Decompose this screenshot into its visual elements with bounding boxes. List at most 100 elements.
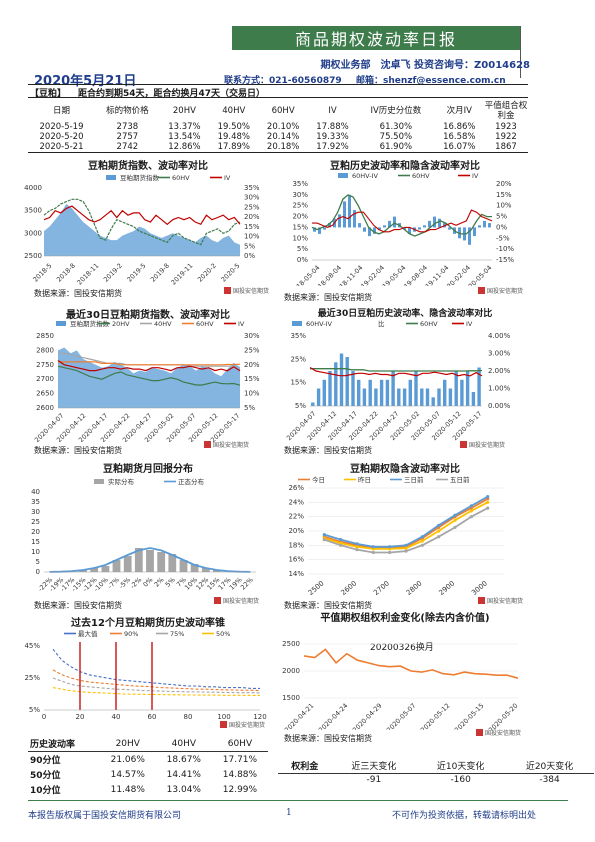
- cell: 1923: [495, 122, 517, 132]
- x-tick-label: 2020-04-24: [317, 702, 349, 730]
- cell: 13.04%: [166, 784, 201, 795]
- x-tick-label: 2900: [437, 579, 456, 597]
- cell: 14.41%: [166, 769, 201, 780]
- legend-label: 60HV-IV: [306, 320, 332, 328]
- legend-swatch: [338, 173, 348, 178]
- table-row: 2020-5-21 2742 12.86% 17.89% 20.18% 17.92% 61.…: [28, 142, 528, 152]
- bar-60hv-iv: [448, 388, 453, 406]
- bar-60hv-iv: [468, 227, 471, 245]
- legend-label: IV: [472, 172, 479, 180]
- data-point: [355, 545, 359, 549]
- bar-actual: [157, 552, 166, 572]
- cell: 61.90%: [379, 142, 413, 152]
- cell: -91: [366, 775, 382, 785]
- y2-tick-label: 1.00%: [488, 385, 511, 393]
- table-header-row: 日期 标的物价格 20HV 40HV 60HV IV IV历史分位数 次月IV …: [28, 100, 528, 122]
- y-tick-label: 25%: [292, 202, 308, 210]
- cell: 权利金: [278, 758, 332, 774]
- legend-label: 90%: [124, 630, 138, 638]
- bar-60hv-iv: [388, 220, 391, 228]
- y2-tick-label: 30%: [244, 194, 260, 202]
- logo-mark-icon: [478, 287, 485, 294]
- y-tick-label: 25%: [24, 674, 40, 682]
- table-row: -91 -160 -384: [278, 774, 594, 787]
- y-tick-label: 35%: [290, 332, 306, 340]
- cell: 60HV: [211, 736, 268, 752]
- table-top-rule: [28, 97, 528, 98]
- y2-tick-label: 3.00%: [488, 350, 511, 358]
- author-line: 期权业务部 沈卓飞 投资咨询号：Z0014628: [320, 60, 530, 71]
- y-tick-label: 0: [36, 568, 40, 576]
- data-point: [486, 495, 490, 499]
- x-tick-label: 120: [253, 713, 266, 721]
- x-tick-label: 2600: [339, 579, 358, 597]
- data-point: [404, 549, 408, 553]
- y2-tick-label: 10%: [244, 233, 260, 241]
- y-tick-label: 2750: [36, 361, 54, 369]
- bar-actual: [168, 554, 177, 572]
- data-point: [404, 543, 408, 547]
- series-cone: [52, 677, 261, 694]
- table-row: 10分位 11.48% 13.04% 12.99%: [28, 782, 268, 797]
- y-tick-label: 16%: [288, 556, 304, 564]
- bar-60hv-iv: [403, 227, 406, 230]
- y2-tick-label: 2.00%: [488, 367, 511, 375]
- bar-60hv-iv: [477, 367, 481, 406]
- y-tick-label: 5%: [29, 706, 40, 714]
- cell: 12.86%: [168, 142, 201, 152]
- y-tick-label: 24%: [288, 498, 304, 506]
- cell: 40HV: [155, 736, 212, 752]
- bar-60hv-iv: [339, 353, 344, 406]
- y-tick-label: 40: [31, 488, 40, 496]
- y-tick-label: 2500: [282, 640, 300, 648]
- y-tick-label: 15%: [290, 379, 306, 387]
- bar-60hv-iv: [460, 379, 464, 407]
- legend-label: 最大值: [78, 629, 98, 638]
- panel1-title: 豆粕期货指数、波动率对比: [88, 161, 208, 172]
- cell: 12.99%: [222, 784, 258, 795]
- data-point: [437, 529, 441, 533]
- data-point: [322, 533, 326, 537]
- logo-text: 国投安信期货: [469, 442, 506, 449]
- x-tick-label: 2020-05-07: [385, 702, 417, 730]
- logo-text: 国投安信期货: [487, 288, 524, 295]
- legend-label: 75%: [170, 630, 184, 638]
- table-row: 90分位 21.06% 18.67% 17.71%: [28, 752, 268, 768]
- cell: [278, 774, 332, 787]
- brand-logo: 国投安信期货: [460, 440, 505, 449]
- bar-60hv-iv: [418, 227, 421, 230]
- series-60hv: [311, 194, 492, 237]
- cell: 17.92%: [316, 142, 349, 152]
- cell: 20HV: [99, 736, 156, 752]
- cell: 2738: [116, 122, 139, 132]
- bar-60hv-iv: [433, 216, 436, 228]
- cell: 19.50%: [217, 122, 250, 132]
- y-tick-label: 35: [31, 498, 40, 506]
- source-note: 数据来源：国投安信期货: [34, 601, 122, 610]
- bar-60hv-iv: [438, 218, 441, 228]
- cell: 75.50%: [379, 132, 413, 142]
- y2-tick-label: 15%: [244, 223, 260, 231]
- table-row: 50分位 14.57% 14.41% 14.88%: [28, 767, 268, 782]
- cell: 21.06%: [110, 754, 145, 765]
- y-tick-label: 2600: [36, 404, 54, 412]
- cell: 50分位: [30, 771, 61, 781]
- data-point: [371, 550, 375, 555]
- data-point: [486, 500, 490, 504]
- cell: 90分位: [30, 756, 61, 766]
- logo-mark-icon: [224, 287, 231, 294]
- y-tick-label: 4000: [24, 184, 42, 192]
- chart-premium: 1500 2000 2500 2020-04-21 2020-04-24 2020-04-…: [282, 640, 519, 730]
- x-tick-label: 2020-05-20: [487, 702, 519, 730]
- y2-tick-label: 35%: [244, 184, 260, 192]
- table-bottom-rule: [28, 152, 528, 153]
- bar-60hv-iv: [397, 388, 401, 406]
- cell: 11.48%: [110, 784, 145, 795]
- cell: 61.30%: [379, 122, 413, 132]
- bar-60hv-iv: [334, 362, 338, 407]
- y2-tick-label: 20%: [244, 361, 260, 369]
- x-tick-label: 20: [76, 713, 85, 721]
- data-point: [339, 543, 343, 547]
- y-tick-label: 2000: [282, 667, 300, 675]
- legend-label: IV: [224, 174, 231, 182]
